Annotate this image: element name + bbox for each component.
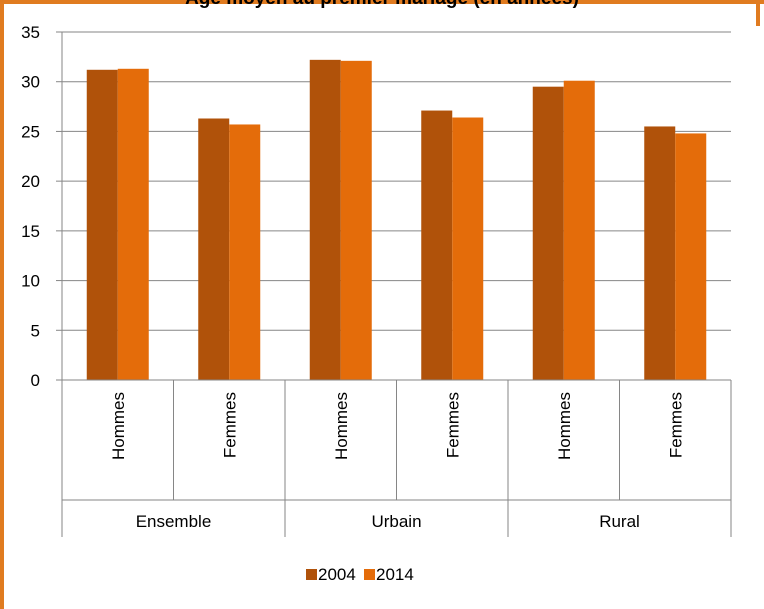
bar-2004-1 xyxy=(198,118,230,380)
category-label: Femmes xyxy=(220,392,239,458)
category-label: Femmes xyxy=(666,392,685,458)
category-label: Hommes xyxy=(332,392,351,460)
y-tick-label: 30 xyxy=(21,73,40,92)
chart-title: Âge moyen au premier mariage (en années) xyxy=(0,0,764,10)
y-tick-label: 20 xyxy=(21,172,40,191)
frame-left-border xyxy=(0,0,4,609)
bar-2004-3 xyxy=(421,110,453,380)
category-label: Femmes xyxy=(443,392,462,458)
bar-2014-0 xyxy=(117,68,149,380)
category-label: Hommes xyxy=(109,392,128,460)
y-tick-label: 10 xyxy=(21,272,40,291)
frame-right-border xyxy=(756,0,760,26)
bar-2004-2 xyxy=(309,59,341,381)
bar-2014-5 xyxy=(675,133,707,380)
legend-swatch xyxy=(306,569,317,580)
y-tick-label: 0 xyxy=(31,371,40,390)
category-label: Hommes xyxy=(555,392,574,460)
group-label: Rural xyxy=(599,512,640,531)
y-tick-label: 5 xyxy=(31,321,40,340)
legend-label: 2014 xyxy=(376,565,414,584)
legend-swatch xyxy=(364,569,375,580)
bar-2014-4 xyxy=(563,80,595,380)
y-tick-label: 15 xyxy=(21,222,40,241)
bar-2014-1 xyxy=(229,124,261,381)
group-label: Urbain xyxy=(371,512,421,531)
bar-2004-5 xyxy=(644,126,676,380)
y-tick-label: 35 xyxy=(21,23,40,42)
bar-2004-0 xyxy=(86,69,118,380)
y-tick-label: 25 xyxy=(21,122,40,141)
bar-2014-2 xyxy=(340,60,372,380)
bar-2004-4 xyxy=(532,86,564,380)
group-label: Ensemble xyxy=(136,512,212,531)
bar-2014-3 xyxy=(452,117,484,380)
frame-top-border xyxy=(0,0,764,4)
legend-label: 2004 xyxy=(318,565,356,584)
